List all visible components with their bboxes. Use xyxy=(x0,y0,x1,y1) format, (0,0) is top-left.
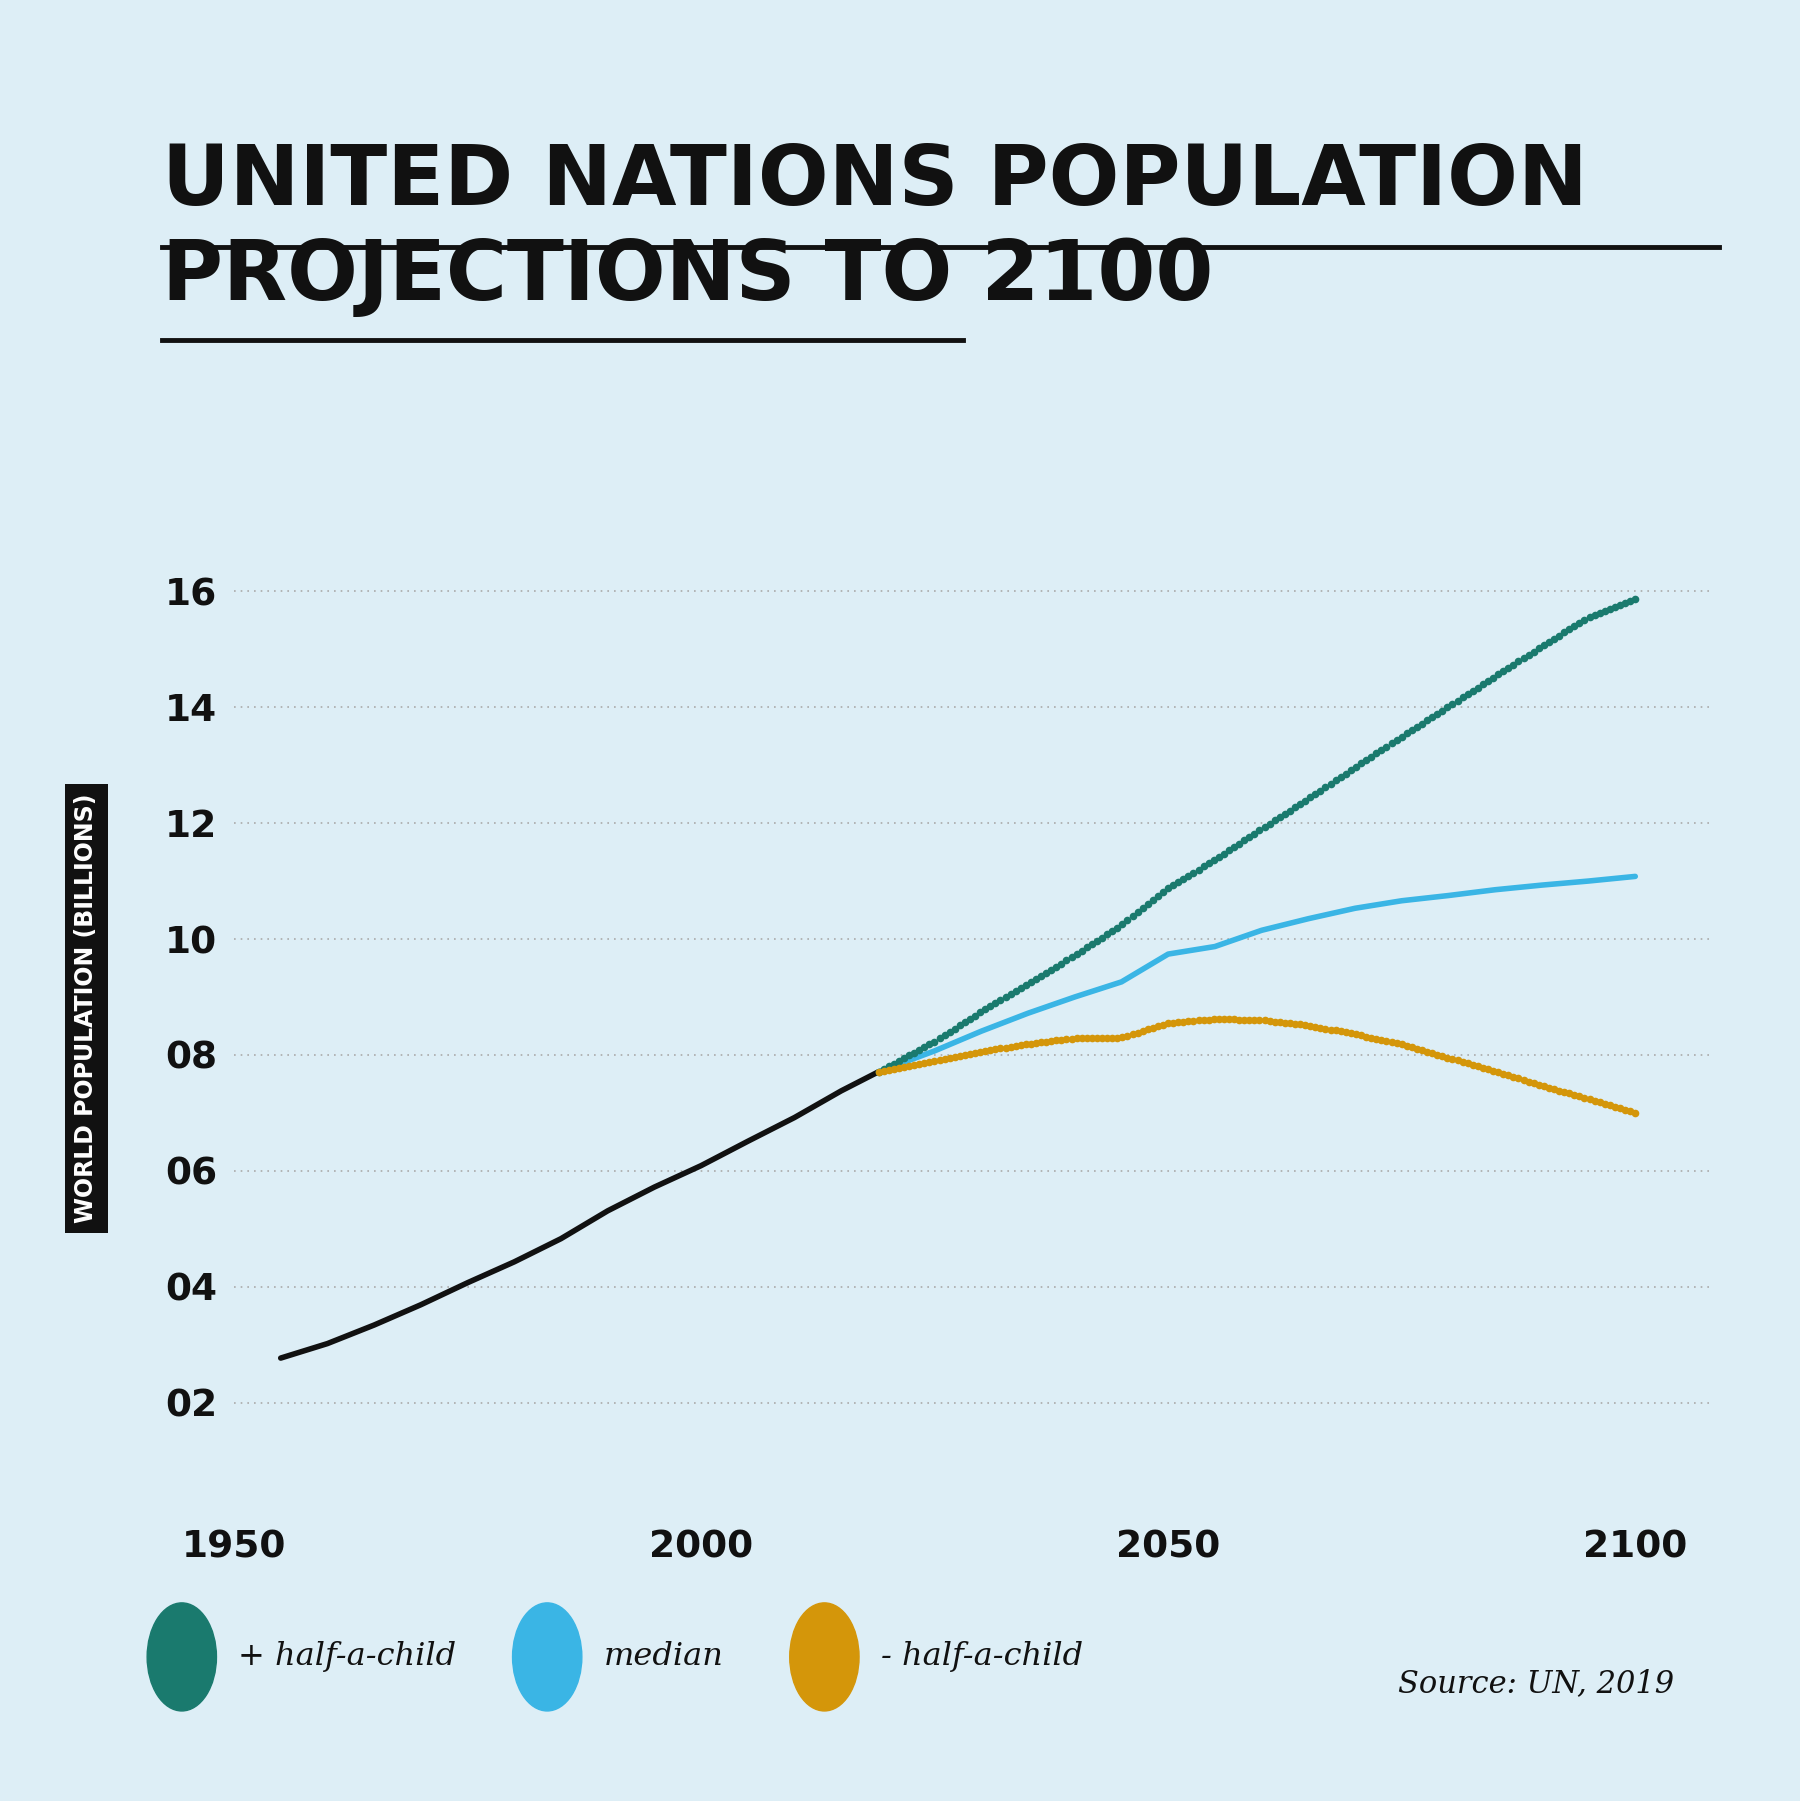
Text: - half-a-child: - half-a-child xyxy=(882,1641,1084,1673)
Text: PROJECTIONS TO 2100: PROJECTIONS TO 2100 xyxy=(162,236,1213,317)
Ellipse shape xyxy=(148,1603,216,1711)
Ellipse shape xyxy=(790,1603,859,1711)
Text: Source: UN, 2019: Source: UN, 2019 xyxy=(1399,1668,1674,1700)
Text: UNITED NATIONS POPULATION: UNITED NATIONS POPULATION xyxy=(162,140,1588,222)
Text: median: median xyxy=(603,1641,724,1673)
Text: WORLD POPULATION (BILLIONS): WORLD POPULATION (BILLIONS) xyxy=(74,794,99,1223)
Text: + half-a-child: + half-a-child xyxy=(238,1641,457,1673)
Ellipse shape xyxy=(513,1603,581,1711)
